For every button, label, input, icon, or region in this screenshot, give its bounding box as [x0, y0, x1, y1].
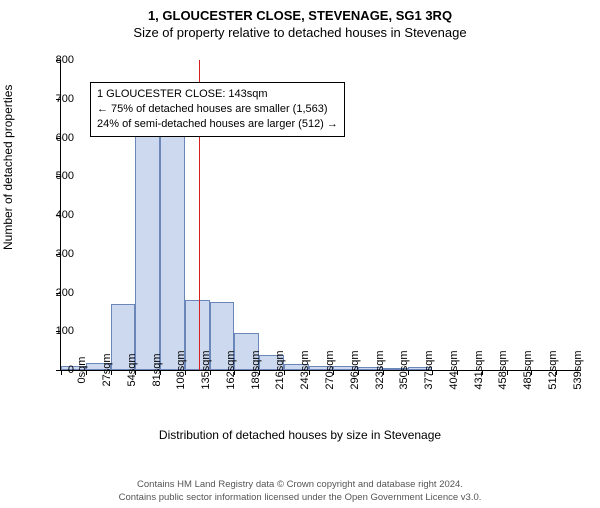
y-axis-label: Number of detached properties [1, 85, 15, 250]
xtick-label: 54sqm [126, 353, 138, 386]
xtick-label: 216sqm [274, 350, 286, 389]
xtick-label: 27sqm [101, 353, 113, 386]
xtick-label: 189sqm [250, 350, 262, 389]
xtick-label: 243sqm [299, 350, 311, 389]
xtick-label: 377sqm [423, 350, 435, 389]
histogram-chart: Number of detached properties Distributi… [0, 50, 600, 450]
xtick-label: 323sqm [374, 350, 386, 389]
footer-attribution: Contains HM Land Registry data © Crown c… [0, 479, 600, 504]
histogram-bar [160, 116, 185, 370]
footer-line-2: Contains public sector information licen… [0, 492, 600, 504]
x-axis-label: Distribution of detached houses by size … [0, 428, 600, 442]
xtick-label: 135sqm [200, 350, 212, 389]
ytick-label: 800 [44, 54, 74, 66]
xtick-label: 404sqm [448, 350, 460, 389]
xtick-label: 512sqm [547, 350, 559, 389]
xtick-label: 0sqm [76, 357, 88, 384]
page-title: 1, GLOUCESTER CLOSE, STEVENAGE, SG1 3RQ [0, 8, 600, 23]
ytick-label: 700 [44, 93, 74, 105]
xtick-label: 350sqm [398, 350, 410, 389]
xtick-label: 270sqm [324, 350, 336, 389]
ytick-label: 200 [44, 287, 74, 299]
xtick-label: 539sqm [572, 350, 584, 389]
info-box: 1 GLOUCESTER CLOSE: 143sqm← 75% of detac… [90, 82, 345, 137]
xtick-label: 108sqm [175, 350, 187, 389]
ytick-label: 600 [44, 132, 74, 144]
xtick-label: 162sqm [225, 350, 237, 389]
ytick-label: 0 [44, 364, 74, 376]
histogram-bar [135, 134, 160, 370]
ytick-label: 500 [44, 170, 74, 182]
xtick-label: 485sqm [522, 350, 534, 389]
ytick-label: 300 [44, 248, 74, 260]
xtick-label: 81sqm [151, 353, 163, 386]
xtick-label: 431sqm [473, 350, 485, 389]
ytick-label: 100 [44, 325, 74, 337]
footer-line-1: Contains HM Land Registry data © Crown c… [0, 479, 600, 491]
xtick-label: 296sqm [349, 350, 361, 389]
info-box-line: 1 GLOUCESTER CLOSE: 143sqm [97, 87, 338, 102]
ytick-label: 400 [44, 209, 74, 221]
xtick-label: 458sqm [497, 350, 509, 389]
info-box-line: 24% of semi-detached houses are larger (… [97, 117, 338, 132]
page-subtitle: Size of property relative to detached ho… [0, 25, 600, 40]
info-box-line: ← 75% of detached houses are smaller (1,… [97, 102, 338, 117]
